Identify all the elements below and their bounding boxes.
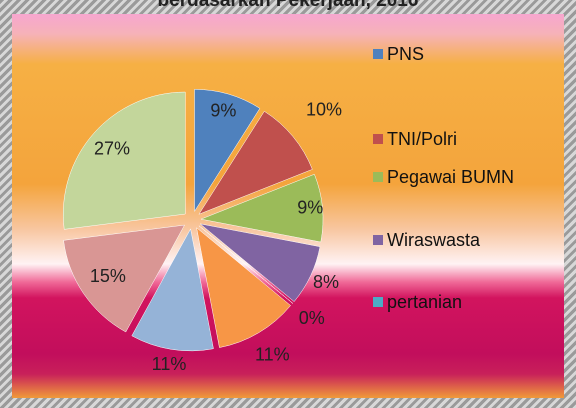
pie-slice [131,228,214,352]
pie-slice [196,227,291,348]
legend-swatch [373,297,383,307]
legend-swatch [373,235,383,245]
legend-item: Wiraswasta [373,226,523,254]
data-label: 8% [313,272,339,292]
legend-label: Wiraswasta [387,230,481,250]
data-label: 0% [299,308,325,328]
legend-label: TNI/Polri [387,129,458,149]
legend-item: pertanian [373,288,523,316]
pie-slice [63,91,186,230]
data-label: 15% [90,266,126,286]
legend-item: Pegawai BUMN [373,163,523,191]
chart-title: berdasarkan Pekerjaan, 2016 [157,0,419,11]
legend-label: PNS [387,44,425,64]
data-label: 27% [94,138,130,158]
legend-label: Pegawai BUMN [387,167,515,187]
legend-swatch [373,134,383,144]
legend-item: PNS [373,40,523,68]
pie-slice [194,89,261,213]
data-label: 9% [210,101,236,121]
pie-slice [63,224,186,333]
data-label: 10% [306,100,342,120]
legend-swatch [373,49,383,59]
data-label: 9% [297,198,323,218]
pie-slice [200,173,324,243]
pie-slice [199,223,321,302]
pie-slice [198,110,313,215]
legend-item: TNI/Polri [373,125,523,153]
legend-swatch [373,172,383,182]
legend-label: pertanian [387,292,463,312]
data-label: 11% [152,354,187,374]
data-label: 11% [255,345,290,365]
